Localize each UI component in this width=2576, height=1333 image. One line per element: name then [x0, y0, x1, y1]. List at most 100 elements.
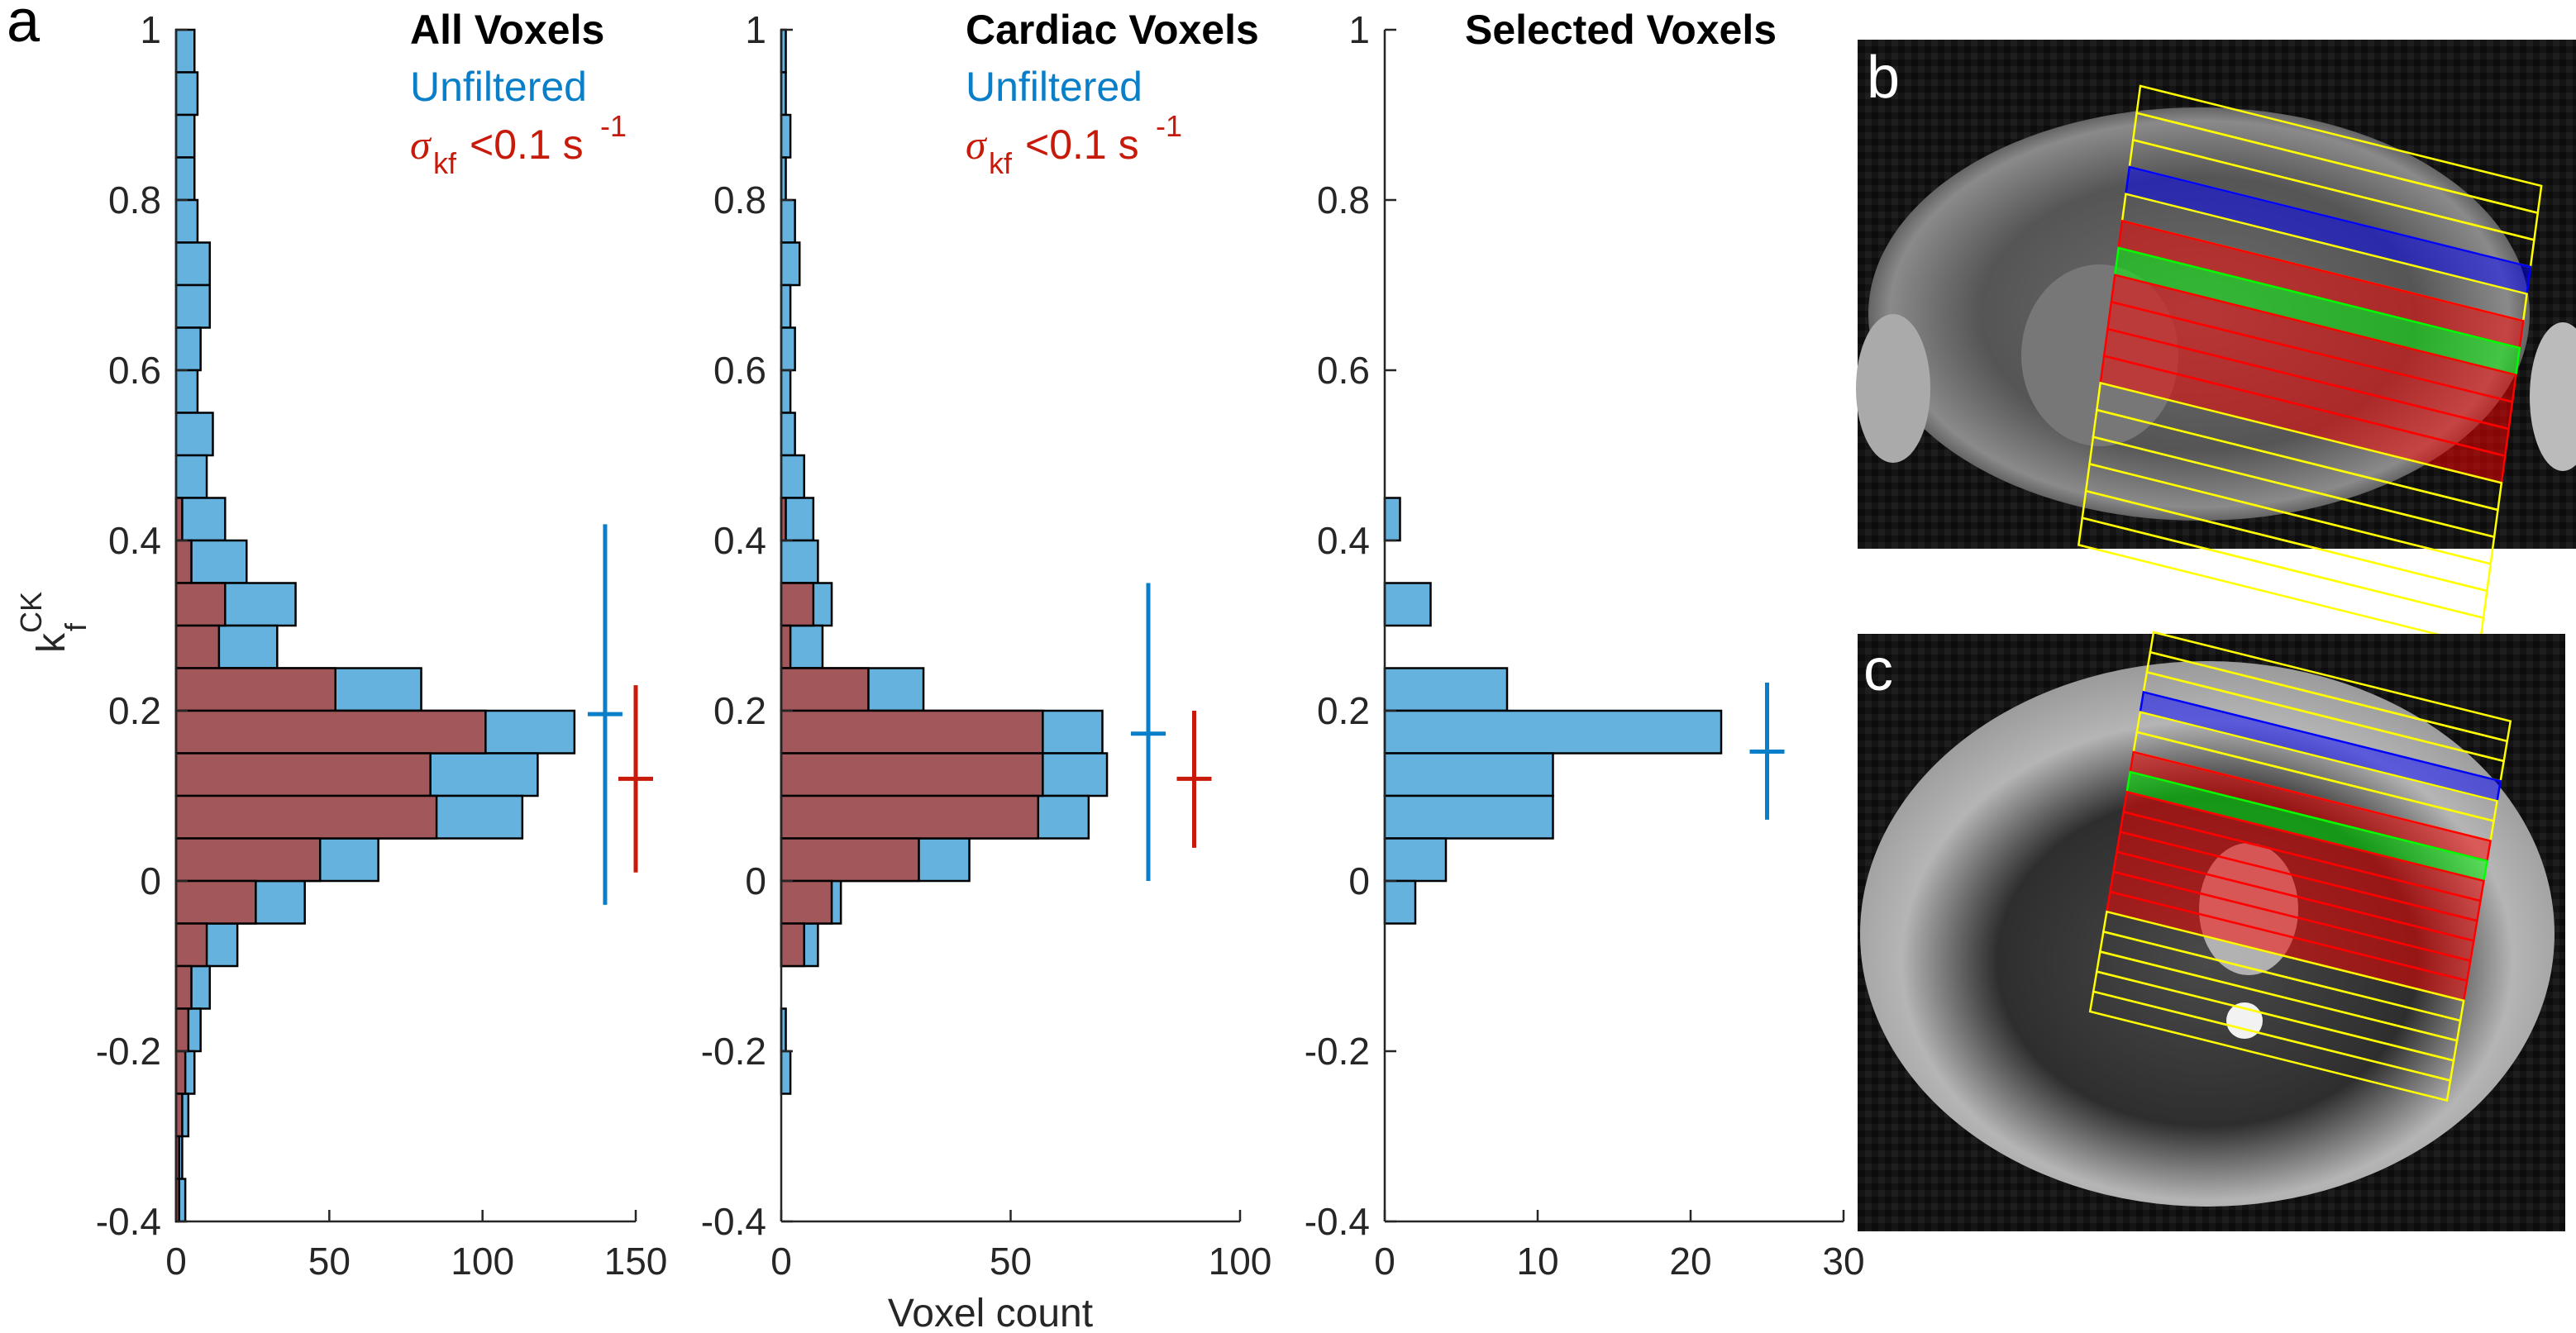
bar-filtered [780, 879, 833, 925]
y-tick-label: 1 [1348, 8, 1370, 51]
bar-filtered [174, 837, 322, 883]
y-tick-label: 0 [745, 859, 766, 902]
bar-unfiltered [780, 539, 819, 584]
bar-unfiltered [1383, 752, 1554, 797]
y-tick-label: 0 [1348, 859, 1370, 902]
bar-unfiltered [780, 326, 796, 372]
x-tick-label: 100 [451, 1240, 514, 1283]
panel-label-c: c [1863, 637, 1893, 703]
bar-unfiltered [174, 198, 199, 244]
bar-unfiltered [1383, 794, 1554, 840]
chart-title-all-voxels: All Voxels [410, 7, 604, 53]
bar-filtered [174, 794, 438, 840]
chart-title-cardiac-voxels: Cardiac Voxels [966, 7, 1259, 53]
x-tick-label: 0 [165, 1240, 187, 1283]
mri-image-b: b [1856, 40, 2576, 646]
bar-filtered [174, 624, 221, 669]
legend-sup: -1 [600, 109, 627, 143]
y-axis-title-sub: f [59, 622, 93, 631]
bar-unfiltered [780, 1050, 792, 1095]
y-tick-label: 0.6 [1317, 349, 1370, 392]
y-tick-label: 1 [140, 8, 161, 51]
y-tick-label: 0.2 [713, 689, 766, 732]
bar-filtered [780, 794, 1040, 840]
legend-sup: -1 [1156, 109, 1182, 143]
legend-filtered-all: σ kf <0.1 s -1 [410, 109, 627, 180]
bar-unfiltered [1383, 879, 1417, 925]
y-tick-label: 0.4 [1317, 519, 1370, 562]
bar-filtered [174, 752, 432, 797]
legend-unfiltered-all: Unfiltered [410, 64, 587, 110]
bar-filtered [174, 539, 193, 584]
legend-text: <0.1 s [470, 121, 584, 168]
x-tick-label: 20 [1669, 1240, 1711, 1283]
bar-filtered [780, 624, 792, 669]
bar-unfiltered [780, 369, 792, 414]
bar-unfiltered [780, 198, 796, 244]
y-tick-label: 0.8 [713, 179, 766, 221]
y-axis-title-sup: CK [14, 592, 48, 633]
bar-filtered [780, 837, 920, 883]
panel-label-a: a [7, 0, 41, 55]
x-tick-label: 100 [1209, 1240, 1272, 1283]
y-tick-label: -0.2 [701, 1030, 766, 1073]
bar-unfiltered [174, 156, 196, 202]
bar-unfiltered [1383, 837, 1448, 883]
legend-sub: kf [989, 146, 1013, 180]
y-tick-label: 0.8 [1317, 179, 1370, 221]
bar-unfiltered [1383, 497, 1401, 542]
bar-filtered [174, 1050, 187, 1095]
bar-unfiltered [1383, 667, 1509, 712]
bar-unfiltered [780, 283, 792, 329]
y-tick-label: 0.2 [108, 689, 161, 732]
bar-filtered [174, 964, 193, 1010]
bar-unfiltered [174, 369, 199, 414]
legend-text: <0.1 s [1025, 121, 1139, 168]
roi-slab [2088, 990, 2452, 1102]
legend-sub: kf [433, 146, 457, 180]
bar-unfiltered [780, 113, 792, 159]
bar-unfiltered [174, 113, 196, 159]
x-axis-title: Voxel count [888, 1292, 1093, 1333]
y-tick-label: -0.4 [1305, 1200, 1370, 1243]
x-tick-label: 10 [1516, 1240, 1558, 1283]
x-tick-label: 0 [1374, 1240, 1395, 1283]
y-tick-label: 0.6 [713, 349, 766, 392]
bar-filtered [174, 922, 208, 968]
bar-unfiltered [174, 283, 212, 329]
roi-overlay-c [2088, 631, 2512, 1102]
chart-title-selected-voxels: Selected Voxels [1465, 7, 1777, 53]
bar-unfiltered [174, 71, 199, 117]
y-tick-label: -0.2 [1305, 1030, 1370, 1073]
legend-sigma: σ [410, 121, 432, 168]
histogram-selected-voxels: -0.4-0.200.20.40.60.810 10 20 30 [1305, 8, 1865, 1283]
histogram-cardiac-voxels: -0.4 -0.2 0 0.2 0.4 0.6 0.8 1 0 50 100 [701, 8, 1272, 1283]
bar-filtered [780, 922, 805, 968]
histogram-all-voxels: -0.4 -0.2 0 0.2 0.4 0.6 0.8 1 0 50 100 150 [96, 8, 668, 1283]
bar-unfiltered [1383, 709, 1723, 755]
bar-unfiltered [174, 454, 208, 499]
y-tick-label: 0 [140, 859, 161, 902]
legend-filtered-cardiac: σ kf <0.1 s -1 [966, 109, 1182, 180]
bar-filtered [174, 1007, 190, 1053]
y-tick-label: 0.4 [713, 519, 766, 562]
bar-unfiltered [780, 241, 801, 287]
y-tick-label: -0.4 [701, 1200, 766, 1243]
panel-label-b: b [1867, 45, 1900, 111]
y-axis-title: k CK f [14, 592, 93, 653]
bar-unfiltered [174, 241, 212, 287]
x-tick-label: 150 [604, 1240, 668, 1283]
y-tick-label: 0.6 [108, 349, 161, 392]
mri-arm-right [2530, 322, 2576, 471]
bar-unfiltered [1383, 582, 1432, 627]
y-tick-label: 0.4 [108, 519, 161, 562]
x-tick-label: 50 [990, 1240, 1032, 1283]
bar-filtered [174, 879, 257, 925]
bar-filtered [174, 582, 227, 627]
x-tick-label: 0 [770, 1240, 792, 1283]
y-tick-label: 0.8 [108, 179, 161, 221]
y-tick-label: -0.2 [96, 1030, 161, 1073]
y-tick-label: -0.4 [96, 1200, 161, 1243]
bar-unfiltered [780, 454, 805, 499]
